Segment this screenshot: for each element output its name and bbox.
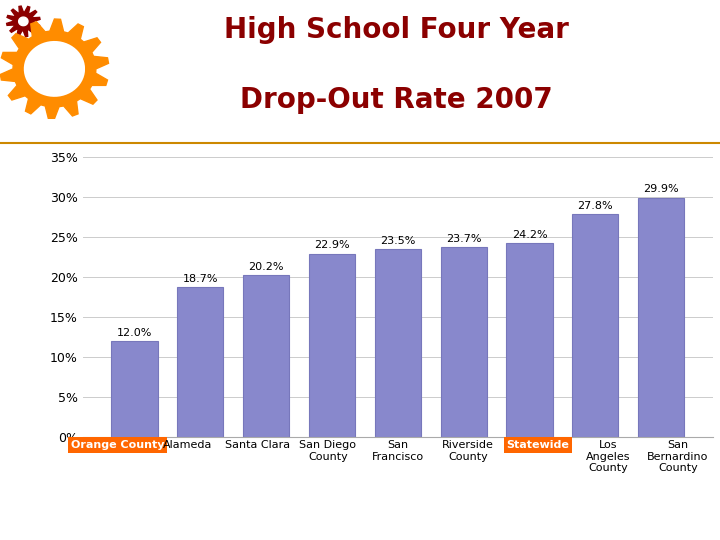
Text: 18.7%: 18.7% — [183, 274, 218, 284]
Bar — [638, 198, 684, 437]
Polygon shape — [19, 17, 28, 26]
Text: 29.9%: 29.9% — [643, 184, 679, 194]
Text: San
Bernardino
County: San Bernardino County — [647, 440, 708, 473]
Polygon shape — [0, 19, 109, 119]
Bar — [177, 287, 223, 437]
Bar — [374, 249, 421, 437]
Text: 12.0%: 12.0% — [117, 328, 152, 338]
Bar — [243, 275, 289, 437]
Text: Statewide: Statewide — [506, 440, 570, 450]
Bar — [572, 214, 618, 437]
Text: San
Francisco: San Francisco — [372, 440, 424, 462]
Text: Los
Angeles
County: Los Angeles County — [585, 440, 630, 473]
Polygon shape — [22, 39, 87, 99]
Bar — [506, 243, 552, 437]
Text: Alameda: Alameda — [163, 440, 212, 450]
Text: Santa Clara: Santa Clara — [225, 440, 290, 450]
Text: High School Four Year: High School Four Year — [224, 16, 568, 44]
Bar — [112, 341, 158, 437]
Bar — [441, 247, 487, 437]
Text: Riverside
County: Riverside County — [442, 440, 494, 462]
Text: 23.7%: 23.7% — [446, 234, 482, 244]
Text: 20.2%: 20.2% — [248, 262, 284, 272]
Bar — [309, 254, 355, 437]
Text: Drop-Out Rate 2007: Drop-Out Rate 2007 — [240, 86, 552, 114]
Text: 27.8%: 27.8% — [577, 201, 613, 211]
Polygon shape — [36, 52, 73, 86]
Text: San Diego
County: San Diego County — [300, 440, 356, 462]
Polygon shape — [6, 6, 40, 37]
Text: 24.2%: 24.2% — [512, 230, 547, 240]
Text: Orange County: Orange County — [71, 440, 165, 450]
Text: 22.9%: 22.9% — [314, 240, 350, 251]
Text: 23.5%: 23.5% — [380, 235, 415, 246]
